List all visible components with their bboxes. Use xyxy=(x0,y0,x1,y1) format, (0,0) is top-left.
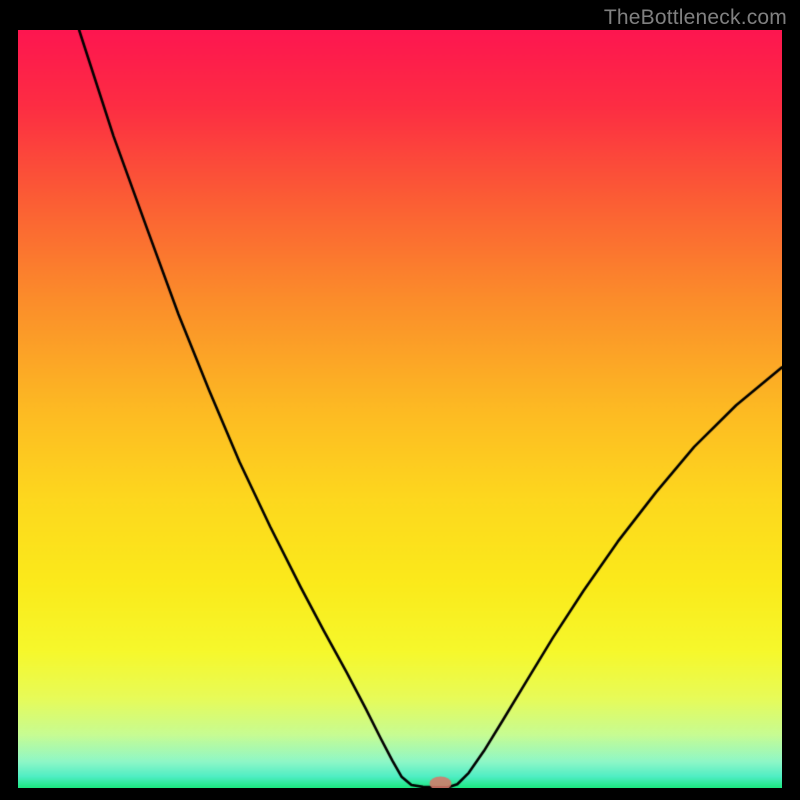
chart-canvas xyxy=(18,30,782,788)
watermark-text: TheBottleneck.com xyxy=(604,6,787,30)
bottleneck-chart xyxy=(18,30,782,788)
